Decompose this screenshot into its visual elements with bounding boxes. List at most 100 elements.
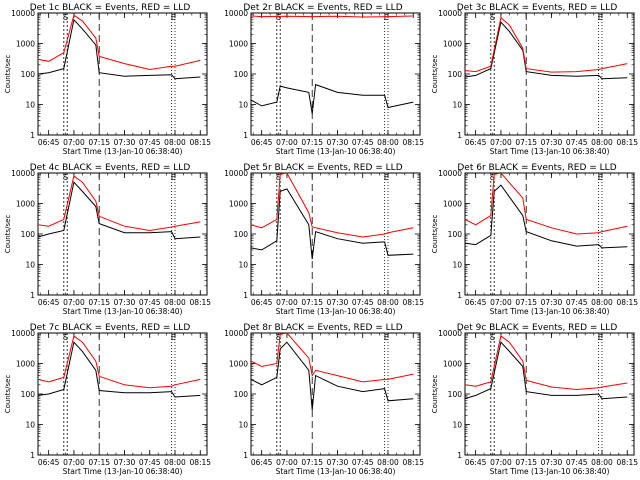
x-tick-label: 07:00 <box>63 138 85 147</box>
x-axis-label: Start Time (13-Jan-10 06:38:40) <box>63 307 183 316</box>
y-tick-label: 100 <box>234 230 249 239</box>
y-tick-label: 100 <box>21 390 36 399</box>
y-tick-label: 10000 <box>11 329 35 338</box>
x-tick-label: 06:45 <box>251 298 273 307</box>
x-tick-label: 07:30 <box>327 138 349 147</box>
x-tick-label: 08:00 <box>377 138 399 147</box>
lld-series-line <box>251 333 414 383</box>
x-tick-label: 08:00 <box>164 138 186 147</box>
x-tick-label: 08:15 <box>616 138 638 147</box>
panel-title: Det 7c BLACK = Events, RED = LLD <box>30 323 191 333</box>
y-axis-label: Counts/sec <box>4 215 12 254</box>
events-series-line <box>465 21 628 80</box>
x-tick-label: 08:15 <box>616 458 638 467</box>
end-marker-label: E <box>598 13 603 22</box>
panel-title: Det 5r BLACK = Events, RED = LLD <box>243 163 402 173</box>
x-tick-label: 08:00 <box>377 458 399 467</box>
y-axis-label: Counts/sec <box>431 375 439 414</box>
events-series-line <box>251 188 414 260</box>
y-tick-label: 10000 <box>438 9 462 18</box>
y-axis-label: Counts/sec <box>4 55 12 94</box>
y-tick-label: 1 <box>30 131 35 140</box>
x-tick-label: 07:15 <box>88 138 110 147</box>
events-series-line <box>38 18 201 80</box>
y-tick-label: 100 <box>21 70 36 79</box>
x-tick-label: 08:15 <box>189 458 211 467</box>
end-marker-label: E <box>171 13 176 22</box>
x-tick-label: 07:45 <box>352 298 374 307</box>
x-tick-label: 07:00 <box>276 138 298 147</box>
end-marker-label: E <box>171 173 176 182</box>
x-tick-label: 07:00 <box>490 138 512 147</box>
panel-title: Det 2r BLACK = Events, RED = LLD <box>243 3 402 13</box>
y-tick-label: 1 <box>243 291 248 300</box>
x-axis-label: Start Time (13-Jan-10 06:38:40) <box>276 307 396 316</box>
panel-title: Det 6r BLACK = Events, RED = LLD <box>457 163 616 173</box>
detector-panel-4: Det 4c BLACK = Events, RED = LLD Counts/s… <box>4 163 211 316</box>
y-tick-label: 10 <box>238 101 248 110</box>
plot-frame <box>37 12 208 136</box>
x-axis-label: Start Time (13-Jan-10 06:38:40) <box>63 467 183 476</box>
plot-frame <box>250 332 421 456</box>
start-marker-label: S <box>63 13 68 22</box>
x-tick-label: 08:15 <box>189 138 211 147</box>
y-tick-label: 1 <box>30 451 35 460</box>
x-tick-label: 07:45 <box>139 138 161 147</box>
x-tick-label: 07:15 <box>301 298 323 307</box>
plot-frame <box>464 332 635 456</box>
x-tick-label: 07:30 <box>327 458 349 467</box>
y-tick-label: 10 <box>452 101 462 110</box>
y-tick-label: 10000 <box>224 9 248 18</box>
x-tick-label: 07:45 <box>139 298 161 307</box>
end-marker-label: E <box>384 173 389 182</box>
events-series-line <box>465 341 628 400</box>
y-tick-label: 10 <box>25 101 35 110</box>
y-tick-label: 1000 <box>443 40 462 49</box>
x-axis-label: Start Time (13-Jan-10 06:38:40) <box>276 467 396 476</box>
y-tick-label: 1000 <box>229 360 248 369</box>
y-tick-label: 1000 <box>16 40 35 49</box>
plot-frame <box>464 12 635 136</box>
x-tick-label: 07:00 <box>276 458 298 467</box>
lld-series-line <box>38 14 201 71</box>
events-series-line <box>251 341 414 410</box>
x-tick-label: 07:30 <box>114 458 136 467</box>
x-axis-label: Start Time (13-Jan-10 06:38:40) <box>63 147 183 156</box>
start-marker-label: S <box>490 333 495 342</box>
y-tick-label: 10 <box>25 261 35 270</box>
x-tick-label: 06:45 <box>251 138 273 147</box>
lld-series-line <box>251 173 414 238</box>
panel-title: Det 9c BLACK = Events, RED = LLD <box>457 323 618 333</box>
x-tick-label: 06:45 <box>465 458 487 467</box>
x-tick-label: 07:00 <box>63 458 85 467</box>
plot-frame <box>250 12 421 136</box>
x-tick-label: 07:15 <box>515 458 537 467</box>
detector-panel-3: Det 3c BLACK = Events, RED = LLD Counts/s… <box>431 3 638 156</box>
start-marker-label: S <box>276 13 281 22</box>
y-tick-label: 1000 <box>229 40 248 49</box>
y-tick-label: 100 <box>448 230 463 239</box>
events-series-line <box>465 184 628 249</box>
y-tick-label: 100 <box>448 390 463 399</box>
y-tick-label: 100 <box>234 70 249 79</box>
x-tick-label: 07:15 <box>515 298 537 307</box>
x-tick-label: 07:45 <box>566 138 588 147</box>
start-marker-label: S <box>63 173 68 182</box>
y-axis-label: Counts/sec <box>4 375 12 414</box>
x-tick-label: 07:15 <box>515 138 537 147</box>
y-tick-label: 100 <box>448 70 463 79</box>
y-tick-label: 1000 <box>16 200 35 209</box>
x-tick-label: 07:45 <box>566 298 588 307</box>
x-tick-label: 06:45 <box>38 458 60 467</box>
x-tick-label: 08:00 <box>164 298 186 307</box>
y-axis-label: Counts/sec <box>431 55 439 94</box>
end-marker-label: E <box>171 333 176 342</box>
y-tick-label: 10 <box>452 421 462 430</box>
x-tick-label: 07:15 <box>88 458 110 467</box>
events-series-line <box>251 83 414 114</box>
x-axis-label: Start Time (13-Jan-10 06:38:40) <box>276 147 396 156</box>
x-tick-label: 07:15 <box>301 458 323 467</box>
detector-panel-6: Det 6r BLACK = Events, RED = LLD Counts/s… <box>431 163 638 316</box>
plot-frame <box>464 172 635 296</box>
x-tick-label: 06:45 <box>465 138 487 147</box>
